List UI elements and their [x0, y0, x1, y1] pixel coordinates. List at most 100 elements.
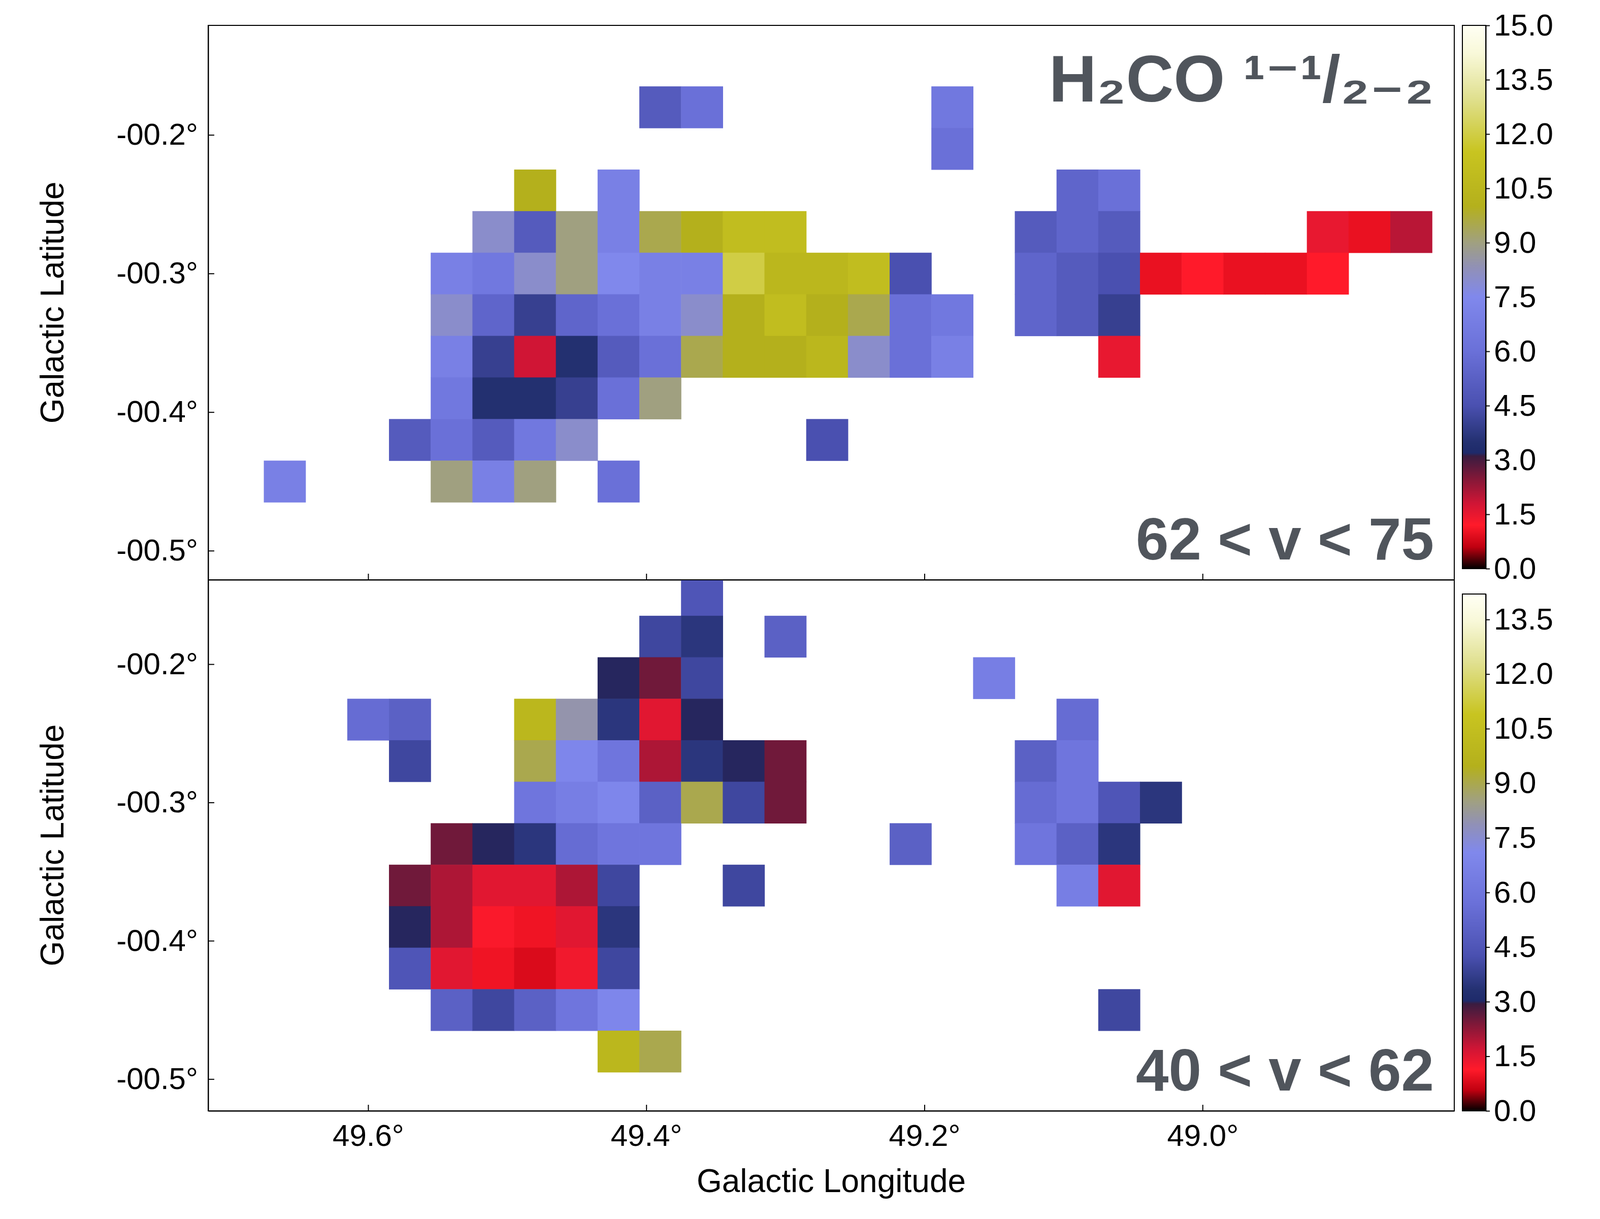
cell: [722, 740, 765, 782]
tick-mark: [1485, 728, 1490, 730]
cell: [556, 989, 599, 1031]
cell: [806, 418, 849, 462]
cell: [680, 211, 724, 254]
tick: 10.5: [1485, 171, 1554, 206]
tick-mark: [208, 134, 215, 136]
cell: [1056, 169, 1099, 212]
axis-domain: [208, 25, 210, 581]
cell: [556, 211, 599, 254]
cell: [597, 989, 640, 1031]
cell: [430, 823, 473, 865]
cell: [472, 823, 515, 865]
cell: [472, 418, 515, 462]
cell: [556, 823, 599, 865]
tick-mark: [1485, 242, 1490, 244]
tick-label: 7.5: [1493, 820, 1537, 855]
cell: [597, 294, 640, 337]
chart: -00.2°-00.3°-00.4°-00.5°Galactic Latitud…: [0, 0, 1600, 1219]
cell: [931, 336, 974, 379]
tick-mark: [1202, 1104, 1204, 1112]
cell: [347, 698, 390, 741]
cell: [388, 906, 432, 949]
cell: [430, 336, 473, 379]
x-axis: 49.6°49.4°49.2°49.0°: [208, 1104, 1455, 1153]
cell: [1056, 823, 1099, 865]
cell: [1098, 211, 1141, 254]
cell: [472, 252, 515, 295]
colorbar: 0.01.53.04.56.07.59.010.512.013.5: [1462, 594, 1554, 1128]
cell: [639, 252, 682, 295]
colorbar: 0.01.53.04.56.07.59.010.512.013.515.0: [1462, 8, 1554, 586]
tick-label: 49.0°: [1166, 1118, 1239, 1153]
tick: 9.0: [1485, 765, 1537, 800]
tick-label: 12.0: [1493, 656, 1554, 691]
cell: [806, 252, 849, 295]
tick-label: 13.5: [1493, 602, 1554, 637]
cell: [889, 294, 932, 337]
cell: [430, 252, 473, 295]
tick-label: 4.5: [1493, 929, 1537, 964]
cell: [388, 698, 432, 741]
cell: [847, 252, 891, 295]
cell: [514, 948, 557, 990]
tick: 0.0: [1485, 551, 1537, 586]
cell: [514, 169, 557, 212]
tick-label: 9.0: [1493, 765, 1537, 800]
tick: 49.4°: [610, 1104, 683, 1153]
cell: [430, 864, 473, 907]
tick-mark: [924, 573, 926, 580]
cell: [597, 823, 640, 865]
cell: [1307, 252, 1350, 295]
cell: [597, 906, 640, 949]
tick-label: 6.0: [1493, 334, 1537, 369]
tick: 13.5: [1485, 62, 1554, 97]
cell: [514, 294, 557, 337]
cells: [347, 579, 1183, 1073]
cell: [597, 377, 640, 420]
cell: [514, 698, 557, 741]
tick-label: -00.3°: [116, 255, 199, 290]
cell: [514, 781, 557, 824]
tick-mark: [1485, 460, 1490, 462]
tick-label: 49.6°: [332, 1118, 405, 1153]
tick-label: 0.0: [1493, 1093, 1537, 1128]
cell: [1181, 252, 1224, 295]
cell: [472, 864, 515, 907]
tick-label: 15.0: [1493, 8, 1554, 43]
cell: [1098, 864, 1141, 907]
cell: [430, 418, 473, 462]
axis-domain: [208, 580, 210, 1112]
tick-label: 3.0: [1493, 442, 1537, 477]
tick: -00.3°: [116, 255, 215, 290]
cell: [556, 377, 599, 420]
tick-label: 7.5: [1493, 279, 1537, 314]
tick-mark: [924, 1104, 926, 1112]
cell: [680, 657, 724, 700]
cell: [1056, 211, 1099, 254]
tick: -00.2°: [116, 117, 215, 152]
tick-label: 0.0: [1493, 551, 1537, 586]
cell: [764, 252, 807, 295]
cell: [1056, 294, 1099, 337]
cell: [597, 336, 640, 379]
cell: [680, 336, 724, 379]
cell: [472, 989, 515, 1031]
tick-mark: [1485, 188, 1490, 190]
cell: [1015, 294, 1058, 337]
tick: -00.5°: [116, 533, 215, 568]
cell: [722, 781, 765, 824]
tick-mark: [1485, 1056, 1490, 1058]
cell: [639, 86, 682, 129]
y-axis-title: Galactic Latitude: [34, 724, 71, 967]
cell: [639, 740, 682, 782]
tick: -00.3°: [116, 785, 215, 820]
cell: [972, 657, 1016, 700]
tick: 6.0: [1485, 875, 1537, 910]
cell: [556, 418, 599, 462]
cell: [472, 294, 515, 337]
tick-mark: [1485, 297, 1490, 299]
tick-mark: [208, 411, 215, 413]
tick: [924, 573, 926, 580]
tick-label: 6.0: [1493, 875, 1537, 910]
cell: [931, 294, 974, 337]
